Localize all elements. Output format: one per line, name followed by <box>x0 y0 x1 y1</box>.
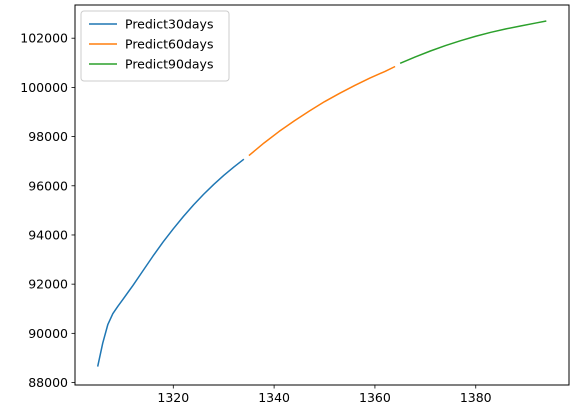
series-line-predict60days <box>248 65 396 157</box>
legend-label-predict90days: Predict90days <box>125 57 213 72</box>
series-line-predict30days <box>96 158 245 367</box>
legend: Predict30days Predict60days Predict90days <box>80 10 230 82</box>
y-tick-label: 102000 <box>20 31 68 46</box>
x-tick-label: 1380 <box>460 390 492 405</box>
series-layer <box>96 20 547 367</box>
y-tick-label: 98000 <box>28 129 68 144</box>
y-tick-label: 96000 <box>28 178 68 193</box>
legend-box <box>80 10 230 82</box>
y-tick-label: 90000 <box>28 326 68 341</box>
x-tick-label: 1320 <box>157 390 189 405</box>
x-tick-label: 1340 <box>258 390 290 405</box>
x-tick-label: 1360 <box>359 390 391 405</box>
y-axis: 88000 90000 92000 94000 96000 98000 100000 1020… <box>20 31 75 390</box>
series-line-predict90days <box>399 20 547 64</box>
legend-label-predict30days: Predict30days <box>125 17 213 32</box>
y-tick-label: 94000 <box>28 227 68 242</box>
y-tick-label: 88000 <box>28 375 68 390</box>
plot-frame <box>74 4 570 386</box>
legend-label-predict60days: Predict60days <box>125 37 213 52</box>
y-tick-label: 92000 <box>28 277 68 292</box>
y-tick-label: 100000 <box>20 80 68 95</box>
x-axis: 1320 1340 1360 1380 <box>157 385 492 405</box>
